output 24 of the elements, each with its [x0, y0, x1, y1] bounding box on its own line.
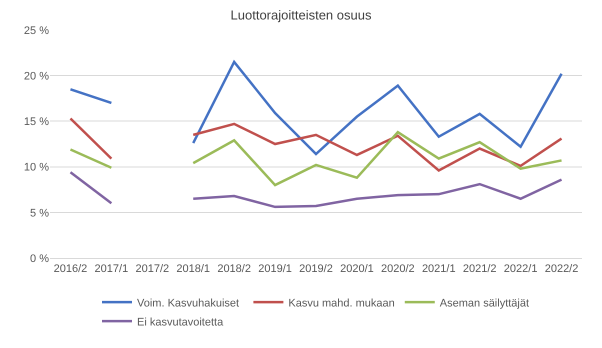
y-tick-label: 5 %: [30, 207, 50, 220]
x-tick-label: 2022/2: [544, 263, 578, 276]
legend-label: Voim. Kasvuhakuiset: [137, 297, 240, 310]
x-tick-label: 2020/2: [381, 263, 415, 276]
y-tick-label: 20 %: [24, 70, 50, 82]
legend-label: Aseman säilyttäjät: [440, 297, 530, 310]
x-tick-label: 2021/1: [422, 263, 456, 276]
x-tick-label: 2017/2: [135, 263, 170, 276]
y-tick-label: 25 %: [24, 24, 50, 37]
x-tick-label: 2022/1: [504, 263, 538, 276]
x-tick-label: 2018/1: [176, 263, 210, 276]
y-tick-label: 0 %: [30, 252, 50, 265]
x-tick-label: 2019/1: [258, 263, 292, 276]
y-tick-label: 10 %: [24, 162, 50, 174]
x-tick-label: 2018/2: [217, 263, 251, 276]
legend-label: Kasvu mahd. mukaan: [288, 297, 395, 310]
x-tick-label: 2019/2: [299, 263, 333, 276]
y-tick-label: 15 %: [24, 116, 50, 128]
chart-title: Luottorajoitteisten osuus: [230, 8, 372, 23]
x-tick-label: 2020/1: [340, 263, 374, 276]
legend-label: Ei kasvutavoitetta: [137, 316, 224, 328]
x-tick-label: 2016/2: [54, 263, 88, 276]
x-tick-label: 2021/2: [462, 263, 497, 276]
x-tick-label: 2017/1: [94, 263, 128, 276]
